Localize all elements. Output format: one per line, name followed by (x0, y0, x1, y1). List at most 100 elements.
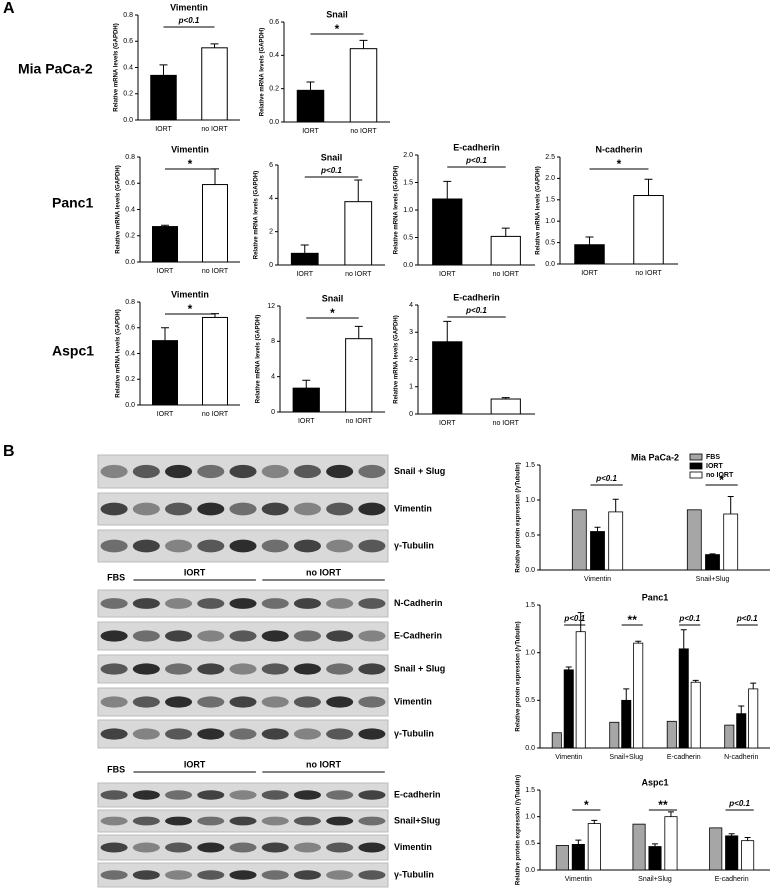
blot-band (165, 464, 193, 479)
blot-band (358, 663, 386, 675)
error-bar (709, 553, 716, 555)
y-axis-label: Relative mRNA levels (GAPDH) (116, 309, 122, 397)
chart-title: Panc1 (642, 592, 669, 602)
error-bar (652, 843, 658, 847)
blot-band (229, 816, 257, 826)
bar (633, 642, 644, 749)
blot-band (132, 598, 160, 609)
blot-band (326, 539, 354, 553)
bar (690, 681, 701, 749)
blot-band (100, 696, 128, 708)
row-label: Panc1 (52, 195, 93, 211)
blot-band (293, 728, 321, 740)
blot-header: no IORT (306, 759, 341, 769)
y-tick-label: 0.0 (545, 261, 555, 268)
blot-band (165, 870, 193, 880)
blot-band (326, 870, 354, 880)
y-tick-label: 2 (269, 229, 273, 236)
chart-title: N-cadherin (595, 144, 642, 154)
bar (648, 846, 662, 871)
blot-row-label: γ-Tubulin (394, 728, 434, 738)
error-bar (300, 244, 309, 254)
y-tick-label: 0.8 (123, 12, 133, 19)
blot-band (197, 539, 225, 553)
error-bar (728, 833, 735, 836)
x-tick-label: no IORT (346, 418, 373, 425)
blot-row-label: Snail+Slug (394, 815, 440, 825)
blot-band (358, 842, 386, 853)
blot-band (326, 842, 354, 853)
blot-band (261, 696, 289, 708)
chart-title: Vimentin (170, 2, 208, 12)
blot-band (293, 464, 321, 479)
x-tick-label: Vimentin (555, 754, 582, 761)
error-bar (738, 705, 745, 714)
bar (621, 699, 632, 749)
y-axis-label: Relative protein expression (/γTubulin) (516, 775, 522, 885)
blot-band (358, 598, 386, 609)
y-axis-label: Relative mRNA levels (GAPDH) (256, 315, 262, 403)
blot-row-label: Vimentin (394, 503, 432, 513)
blot-row-label: Vimentin (394, 696, 432, 706)
blot-row-label: Snail + Slug (394, 466, 445, 476)
y-tick-label: 4 (269, 195, 273, 202)
bar (741, 840, 755, 871)
blot-band (197, 598, 225, 609)
blot-band (165, 842, 193, 853)
significance-label: p<0.1 (678, 614, 700, 623)
y-axis-label: Relative mRNA levels (GAPDH) (394, 166, 400, 254)
blot-band (165, 696, 193, 708)
y-tick-label: 0 (409, 411, 413, 418)
blot-band (261, 539, 289, 553)
blot-band (197, 696, 225, 708)
blot-band (293, 870, 321, 880)
bar (633, 195, 664, 265)
blot-band (358, 870, 386, 880)
blot-band (326, 663, 354, 675)
blot-header: FBS (107, 764, 125, 774)
blot-band (197, 630, 225, 642)
blot-band (261, 598, 289, 609)
error-bar (501, 397, 510, 400)
error-bar (727, 496, 734, 514)
error-bar (306, 81, 315, 91)
blot-band (165, 598, 193, 609)
blot-band (229, 870, 257, 880)
blot-band (293, 539, 321, 553)
bar (709, 827, 723, 871)
blot-band (229, 502, 257, 516)
blot-band (261, 816, 289, 826)
y-tick-label: 1.5 (525, 787, 535, 794)
blot-band (197, 728, 225, 740)
chart-title: Vimentin (171, 289, 209, 299)
blot-band (100, 728, 128, 740)
error-bar (692, 679, 699, 683)
blot-band (229, 790, 257, 800)
y-tick-label: 0.6 (125, 180, 135, 187)
bar (608, 511, 624, 571)
bar (296, 89, 325, 123)
blot-row-label: γ-Tubulin (394, 869, 434, 879)
x-tick-label: no IORT (202, 411, 229, 418)
y-tick-label: 0.8 (125, 299, 135, 306)
blot-band (326, 790, 354, 800)
bar (490, 398, 521, 415)
y-tick-label: 0.0 (403, 262, 413, 269)
error-bar (623, 688, 630, 701)
error-bar (750, 682, 757, 689)
blot-band (165, 502, 193, 516)
blot-band (293, 816, 321, 826)
blot-band (132, 663, 160, 675)
bar (551, 732, 562, 749)
error-bar (443, 180, 452, 199)
bar (345, 338, 373, 413)
y-tick-label: 0.5 (525, 840, 535, 847)
blot-band (229, 630, 257, 642)
y-tick-label: 0.5 (525, 697, 535, 704)
blot-band (358, 728, 386, 740)
x-tick-label: no IORT (201, 126, 228, 133)
bar (575, 631, 586, 749)
significance-label: p<0.1 (320, 166, 342, 175)
blot-band (326, 598, 354, 609)
blot-band (326, 816, 354, 826)
